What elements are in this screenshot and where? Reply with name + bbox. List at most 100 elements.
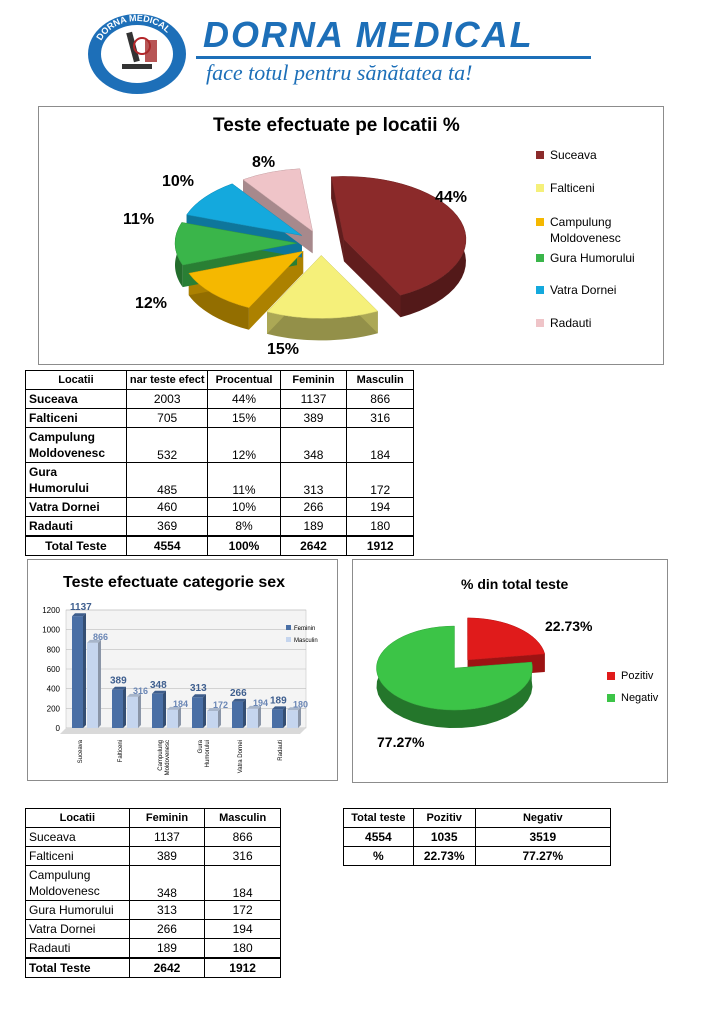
legend-label: Radauti [550,316,592,330]
pie-slice-1 [376,625,533,711]
legend-label: Campulung Moldovenesc [550,215,621,245]
col-header: nar teste efect [125,370,209,390]
cell-male: 184 [204,865,281,901]
bar-data-label: 1137 [70,602,92,613]
col-header: Procentual [207,370,281,390]
cell-male: 180 [204,938,281,959]
col-header: Locatii [25,370,127,390]
bar-data-label: 189 [270,695,287,706]
pie-data-label: 12% [135,295,168,312]
cell-male: 172 [204,900,281,920]
cell-location: Campulung Moldovenesc [25,865,130,901]
brand-slogan: face totul pentru sănătatea ta! [206,60,473,85]
legend-swatch [536,218,544,226]
cell-female: 266 [128,919,206,939]
cell-tests: 2003 [125,389,209,409]
legend-swatch [536,254,544,262]
legend-label: Suceava [550,148,597,162]
cell-female: 1137 [279,389,348,409]
table-row: Gura Humorului 313 172 [25,900,281,920]
cell-positive: 1035 [412,827,476,847]
pie-data-label: 11% [123,211,155,228]
legend-item: Pozitiv [607,668,653,684]
col-header: Masculin [346,370,414,390]
legend-label: Gura Humorului [550,251,635,265]
cell-male: 866 [204,827,281,847]
cell-percent: 10% [207,497,281,517]
pie-slice-5 [242,168,314,232]
cell-female: 348 [279,427,348,463]
y-tick-label: 800 [47,645,61,654]
cell-percent: 15% [207,408,281,428]
y-tick-label: 1200 [42,606,60,615]
cell-location: Radauti [25,938,130,959]
bar-data-label: 348 [150,680,167,691]
bar-feminin-4 [232,698,246,728]
brand-underline [196,56,591,59]
table-row: Falticeni 705 15% 389 316 [25,408,414,428]
locations-table: Locatii nar teste efect Procentual Femin… [25,370,414,556]
legend-swatch [536,184,544,192]
legend-swatch [286,637,291,642]
cell-male: 180 [346,516,414,537]
cell-location: Vatra Dornei [25,497,127,517]
bar-data-label: 172 [213,700,228,710]
cell-tests: 485 [125,462,209,498]
pie-slice-1 [266,255,379,319]
cell-location: Falticeni [25,846,130,866]
legend-item: Vatra Dornei [536,282,636,298]
cell-location: Suceava [25,389,127,409]
cell-female: 348 [128,865,206,901]
pie-data-label: 77.27% [377,734,425,750]
cell-percent: 8% [207,516,281,537]
col-header: Locatii [25,808,130,828]
pie-slice-3 [174,222,298,266]
y-tick-label: 200 [47,704,61,713]
legend-item: Falticeni [536,180,636,196]
cell-percent: 12% [207,427,281,463]
pie-data-label: 10% [162,173,195,190]
table-row: % 22.73% 77.27% [343,846,612,866]
cell-female: 266 [279,497,348,517]
table-total-row: Total Teste 4554 100% 2642 1912 [25,535,414,556]
bar-masculin-2 [167,706,181,728]
legend-label: Feminin [294,626,315,632]
pie-slice-0 [330,176,467,296]
cell-male: 184 [346,427,414,463]
x-tick-label: Suceava [78,739,84,763]
bar-feminin-2 [152,690,166,728]
x-tick-label: GuraHumorului [198,739,211,767]
cell-total: 4554 [343,827,414,847]
legend-swatch [536,319,544,327]
legend-label: Masculin [294,638,318,644]
cell-percent: 11% [207,462,281,498]
cell-location: Gura Humorului [25,462,127,498]
bar-data-label: 313 [190,683,207,694]
legend-item: Negativ [607,690,658,706]
bar-data-label: 866 [93,632,108,642]
bar-masculin-1 [127,693,141,728]
table-row: Campulung Moldovenesc 532 12% 348 184 [25,427,414,463]
bar-data-label: 194 [253,698,268,708]
table-row: Campulung Moldovenesc 348 184 [25,865,281,901]
pie-data-label: 22.73% [545,618,593,634]
cell-negative: 77.27% [474,846,612,866]
bar-plot-area: 0 200 400 600 800 1000 1200 1137 866 Suceava 389 31… [42,602,318,775]
bar-data-label: 266 [230,688,247,699]
cell-total-male: 1912 [204,957,281,978]
cell-location: Campulung Moldovenesc [25,427,127,463]
legend-label: Pozitiv [621,670,654,682]
col-header: Negativ [474,808,612,828]
cell-location: Falticeni [25,408,127,428]
cell-negative: 3519 [474,827,612,847]
legend-swatch [607,672,615,680]
bar-feminin-1 [112,686,126,728]
cell-tests: 369 [125,516,209,537]
bar-feminin-3 [192,694,206,728]
cell-total: % [343,846,414,866]
y-tick-label: 600 [47,665,61,674]
pie-slice-2 [188,250,304,309]
cell-total-percent: 100% [207,535,281,556]
cell-positive: 22.73% [412,846,476,866]
cell-female: 189 [128,938,206,959]
